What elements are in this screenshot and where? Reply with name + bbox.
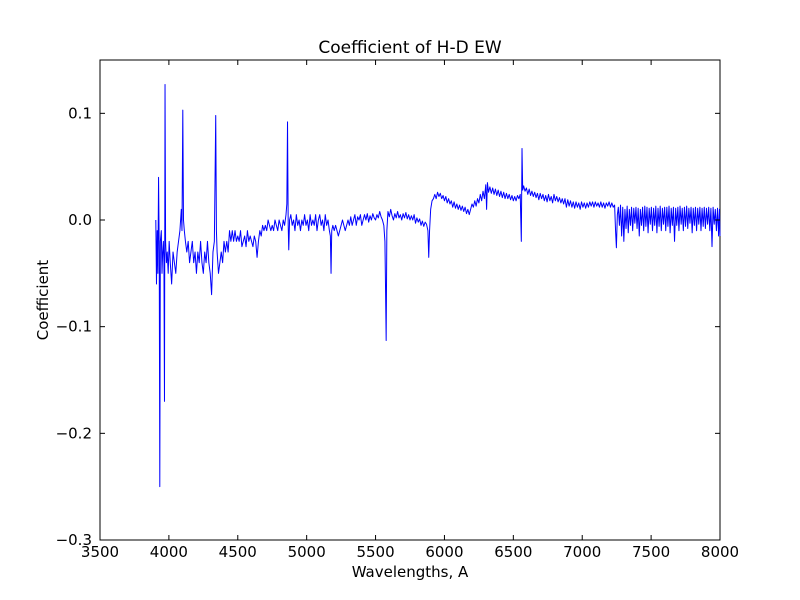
x-axis-label: Wavelengths, A (352, 563, 469, 581)
x-tick-label: 4000 (150, 543, 188, 561)
y-axis-label: Coefficient (34, 260, 52, 341)
ticks-layer: 3500 4000 4500 5000 5500 6000 6500 7000 7500 8000… (56, 60, 739, 561)
x-tick-label: 4500 (219, 543, 257, 561)
y-tick-label: −0.3 (56, 531, 92, 549)
x-tick-label: 7000 (563, 543, 601, 561)
series-layer (155, 84, 721, 488)
y-tick-label: 0.1 (68, 104, 92, 122)
y-tick-label: −0.1 (56, 318, 92, 336)
x-tick-label: 5500 (356, 543, 394, 561)
x-tick-label: 6000 (425, 543, 463, 561)
x-tick-label: 3500 (81, 543, 119, 561)
x-tick-label: 6500 (494, 543, 532, 561)
x-tick-label: 7500 (632, 543, 670, 561)
plot-area (99, 59, 721, 541)
y-tick-label: 0.0 (68, 211, 92, 229)
chart-title: Coefficient of H-D EW (318, 38, 501, 58)
series-line-0 (155, 84, 721, 488)
x-tick-label: 8000 (701, 543, 739, 561)
x-tick-label: 5000 (288, 543, 326, 561)
y-tick-label: −0.2 (56, 424, 92, 442)
